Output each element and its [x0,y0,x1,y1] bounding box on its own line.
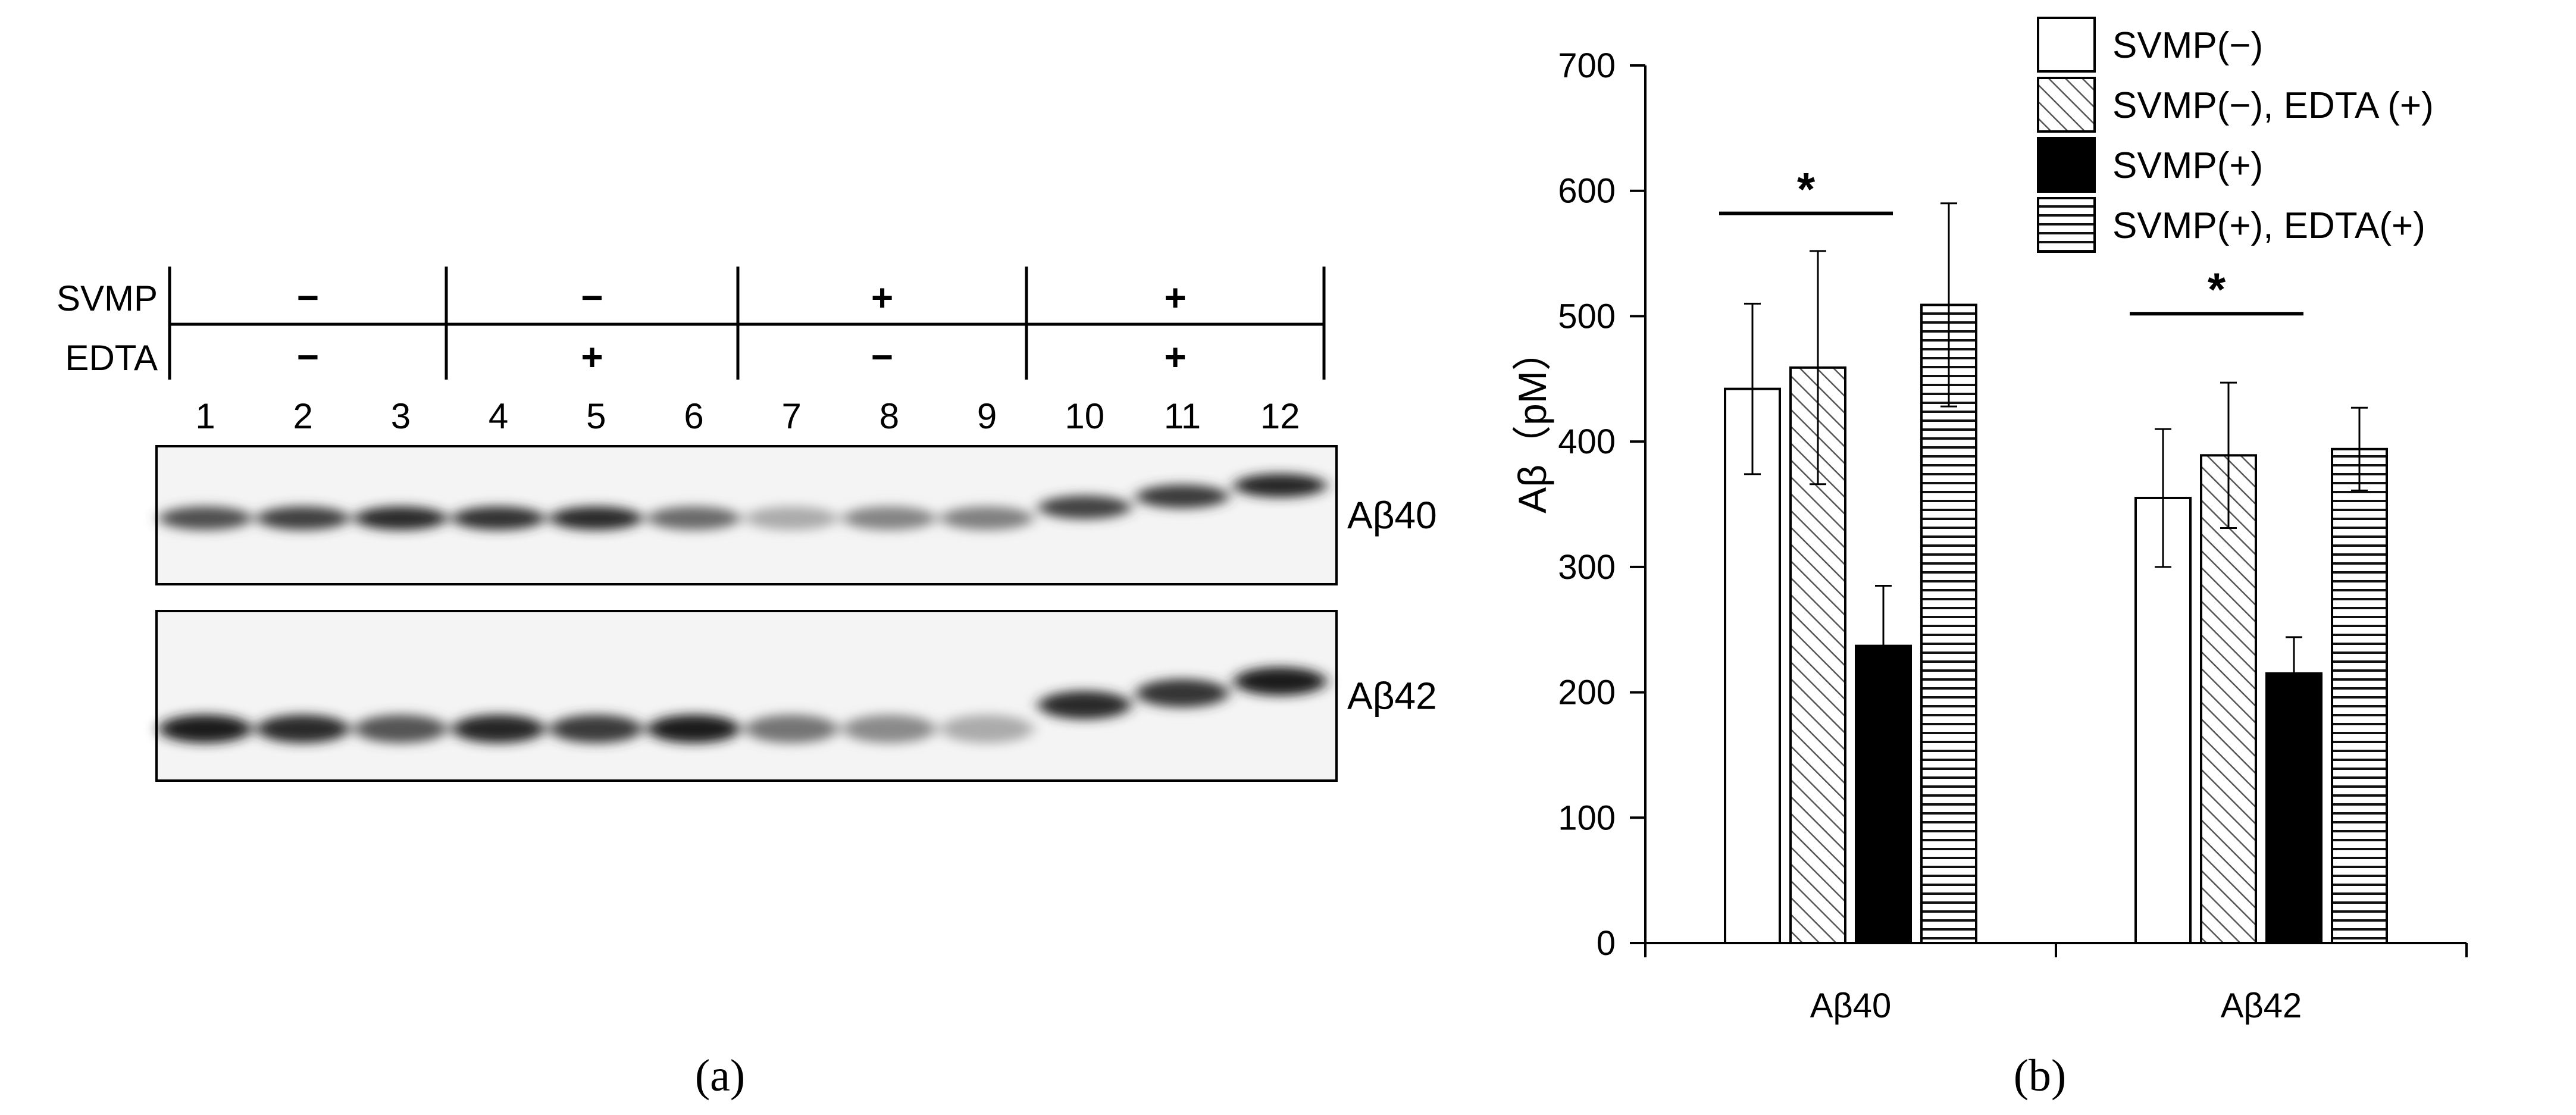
y-axis: 0 100 200 300 400 500 600 700 [1558,46,1647,963]
band [354,506,447,530]
band [452,715,545,743]
lane-number: 9 [977,396,997,436]
bar [2331,447,2388,944]
band [354,715,447,743]
svmp-sign: + [871,276,893,319]
blot-bands [159,474,1327,530]
legend-label: SVMP(+), EDTA(+) [2112,205,2425,246]
band [256,506,350,530]
band [256,715,350,743]
blot-label: Aβ40 [1347,494,1437,537]
band [647,506,740,530]
band [1234,667,1327,696]
band [1038,495,1131,519]
x-tick-label: Aβ42 [2221,986,2302,1025]
edta-sign: − [297,336,319,378]
bar [2265,672,2323,944]
lane-number: 4 [489,396,508,436]
y-tick-label: 200 [1558,674,1616,712]
band [452,506,545,530]
legend-swatch [2037,137,2096,193]
y-tick-label: 700 [1558,46,1616,85]
lane-number: 7 [782,396,802,436]
band [1136,484,1229,509]
bar [2200,454,2257,944]
panel-a-label: (a) [695,1051,745,1101]
bar [1724,387,1781,944]
condition-table: SVMP EDTA − − − + + − + + [57,267,1326,380]
band [1038,691,1131,719]
y-tick-label: 300 [1558,548,1616,587]
blot-frame [155,445,1338,585]
band [745,506,838,530]
band [843,715,936,743]
y-tick-label: 600 [1558,172,1616,211]
band [647,715,740,743]
bar [1920,303,1977,945]
lane-number: 6 [684,396,703,436]
svmp-sign: + [1164,276,1186,319]
lane-number: 12 [1260,396,1300,436]
blot-background [156,446,1336,584]
blot-images: Aβ40 Aβ42 [155,445,1437,782]
blot-bands [159,667,1327,743]
lane-numbers: 1 2 3 4 5 6 7 8 9 10 11 12 [195,396,1300,436]
legend-swatch [2037,197,2096,253]
x-axis: Aβ40 Aβ42 [1644,942,2468,1025]
y-axis-label: Aβ（pM） [1510,331,1554,513]
band [843,506,936,530]
legend: SVMP(−) SVMP(−), EDTA (+) SVMP(+) SVMP(+), … [2037,17,2434,253]
svmp-sign: − [581,276,603,319]
lane-number: 11 [1164,396,1201,436]
svmp-sign: − [297,276,319,319]
significance-markers: ** [1719,163,2303,316]
legend-label: SVMP(−) [2112,25,2263,66]
legend-swatch [2037,17,2096,73]
y-tick-label: 0 [1597,924,1616,963]
panel-b-label: (b) [2014,1051,2067,1101]
significance-star: * [2208,263,2226,315]
bars [1724,303,2388,945]
lane-number: 5 [586,396,606,436]
edta-sign: + [581,336,603,378]
row-label-edta: EDTA [65,338,158,378]
significance-star: * [1797,163,1816,215]
row-label-svmp: SVMP [57,278,158,318]
blot-label: Aβ42 [1347,675,1437,718]
blot-abeta42: Aβ42 [155,610,1437,782]
legend-label: SVMP(−), EDTA (+) [2112,85,2434,126]
edta-sign: − [871,336,893,378]
lane-number: 3 [391,396,411,436]
band [159,715,252,743]
blot-abeta40: Aβ40 [155,445,1437,585]
band [745,715,838,743]
band [1234,474,1327,497]
band [549,506,643,530]
lane-number: 10 [1065,396,1104,436]
blot-frame [155,610,1338,782]
x-tick-label: Aβ40 [1810,986,1892,1025]
band [940,506,1034,530]
y-tick-label: 500 [1558,297,1616,336]
edta-sign: + [1164,336,1186,378]
error-bars [1744,202,2368,711]
y-tick-label: 400 [1558,422,1616,461]
lane-number: 1 [195,396,215,436]
legend-swatch [2037,77,2096,133]
y-tick-label: 100 [1558,798,1616,837]
lane-number: 8 [879,396,899,436]
band [940,715,1034,743]
band [159,506,252,530]
band [1136,679,1229,707]
legend-label: SVMP(+) [2112,145,2263,186]
band [549,715,643,743]
lane-number: 2 [293,396,313,436]
